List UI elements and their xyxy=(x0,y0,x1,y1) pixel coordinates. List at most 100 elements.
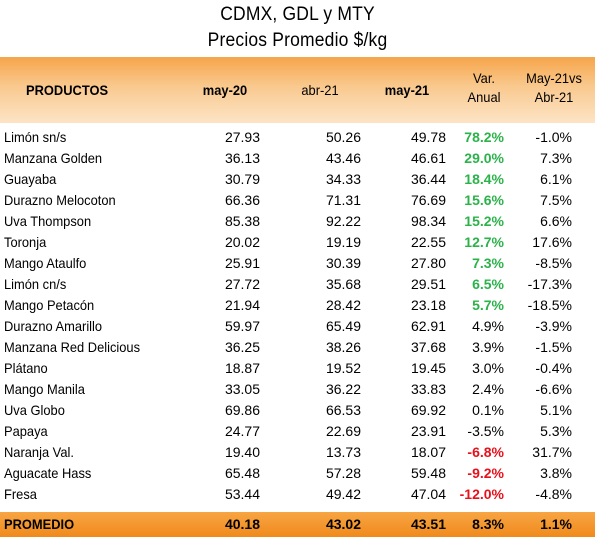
price-may21: 47.04 xyxy=(410,486,446,502)
price-may21: 29.51 xyxy=(410,276,446,292)
product-name: Toronja xyxy=(4,234,47,250)
product-name: Manzana Golden xyxy=(4,150,103,166)
monthly-variation: -18.5% xyxy=(527,297,572,313)
monthly-variation: -1.5% xyxy=(535,339,572,355)
table-row: Plátano 18.87 19.52 19.45 3.0% -0.4% xyxy=(0,358,595,379)
price-may21: 22.55 xyxy=(410,234,446,250)
price-may21: 76.69 xyxy=(410,192,446,208)
price-may20: 27.72 xyxy=(224,276,260,292)
product-name: Aguacate Hass xyxy=(4,465,92,481)
price-may21: 19.45 xyxy=(410,360,446,376)
price-may21: 37.68 xyxy=(410,339,446,355)
annual-variation: 2.4% xyxy=(472,381,504,397)
total-name: PROMEDIO xyxy=(4,516,75,532)
product-name: Plátano xyxy=(4,360,48,376)
monthly-variation: 6.1% xyxy=(540,171,572,187)
annual-variation: 15.2% xyxy=(464,213,504,229)
price-abr21: 71.31 xyxy=(325,192,361,208)
monthly-variation: -4.8% xyxy=(535,486,572,502)
header-may20: may-20 xyxy=(202,82,248,98)
annual-variation: 18.4% xyxy=(464,171,504,187)
product-name: Papaya xyxy=(4,423,48,439)
header-may21: may-21 xyxy=(384,82,430,98)
table-row: Limón sn/s 27.93 50.26 49.78 78.2% -1.0% xyxy=(0,127,595,148)
product-name: Limón cn/s xyxy=(4,276,67,292)
table-row: Uva Thompson 85.38 92.22 98.34 15.2% 6.6% xyxy=(0,211,595,232)
annual-variation: 0.1% xyxy=(472,402,504,418)
product-name: Mango Ataulfo xyxy=(4,255,87,271)
header-abr21: abr-21 xyxy=(301,82,339,98)
price-abr21: 13.73 xyxy=(325,444,361,460)
product-name: Durazno Melocoton xyxy=(4,192,116,208)
annual-variation: -9.2% xyxy=(467,465,504,481)
price-abr21: 65.49 xyxy=(325,318,361,334)
price-abr21: 43.46 xyxy=(325,150,361,166)
table-title: CDMX, GDL y MTY xyxy=(220,4,375,25)
annual-variation: 6.5% xyxy=(472,276,504,292)
header-var-line2: Anual xyxy=(467,89,501,105)
price-abr21: 28.42 xyxy=(325,297,361,313)
annual-variation: -6.8% xyxy=(467,444,504,460)
total-abr21: 43.02 xyxy=(325,516,361,532)
price-may21: 23.91 xyxy=(410,423,446,439)
price-abr21: 57.28 xyxy=(325,465,361,481)
product-name: Fresa xyxy=(4,486,37,502)
price-may21: 49.78 xyxy=(410,129,446,145)
price-may20: 24.77 xyxy=(224,423,260,439)
annual-variation: 29.0% xyxy=(464,150,504,166)
header-products: PRODUCTOS xyxy=(26,82,109,98)
annual-variation: -12.0% xyxy=(459,486,504,502)
price-may20: 69.86 xyxy=(224,402,260,418)
product-name: Naranja Val. xyxy=(4,444,74,460)
price-may20: 30.79 xyxy=(224,171,260,187)
table-row: Aguacate Hass 65.48 57.28 59.48 -9.2% 3.8% xyxy=(0,463,595,484)
annual-variation: -3.5% xyxy=(467,423,504,439)
annual-variation: 3.9% xyxy=(472,339,504,355)
annual-variation: 15.6% xyxy=(464,192,504,208)
price-abr21: 36.22 xyxy=(325,381,361,397)
price-may21: 18.07 xyxy=(410,444,446,460)
monthly-variation: -3.9% xyxy=(535,318,572,334)
product-name: Manzana Red Delicious xyxy=(4,339,141,355)
product-name: Uva Thompson xyxy=(4,213,92,229)
table-row: Durazno Amarillo 59.97 65.49 62.91 4.9% -3.9% xyxy=(0,316,595,337)
price-may20: 65.48 xyxy=(224,465,260,481)
price-may21: 33.83 xyxy=(410,381,446,397)
product-name: Mango Manila xyxy=(4,381,85,397)
table-row: Manzana Golden 36.13 43.46 46.61 29.0% 7.3% xyxy=(0,148,595,169)
price-may20: 18.87 xyxy=(224,360,260,376)
price-abr21: 19.52 xyxy=(325,360,361,376)
price-abr21: 38.26 xyxy=(325,339,361,355)
table-row: Limón cn/s 27.72 35.68 29.51 6.5% -17.3% xyxy=(0,274,595,295)
monthly-variation: -0.4% xyxy=(535,360,572,376)
total-may20: 40.18 xyxy=(224,516,260,532)
table-row: Papaya 24.77 22.69 23.91 -3.5% 5.3% xyxy=(0,421,595,442)
monthly-variation: 5.3% xyxy=(540,423,572,439)
header-mom-line1: May-21vs xyxy=(526,70,582,86)
price-may21: 69.92 xyxy=(410,402,446,418)
total-mom: 1.1% xyxy=(540,516,572,532)
table-row: Manzana Red Delicious 36.25 38.26 37.68 3.9%… xyxy=(0,337,595,358)
monthly-variation: -6.6% xyxy=(535,381,572,397)
price-abr21: 92.22 xyxy=(325,213,361,229)
price-may20: 53.44 xyxy=(224,486,260,502)
price-may20: 33.05 xyxy=(224,381,260,397)
price-abr21: 22.69 xyxy=(325,423,361,439)
product-name: Durazno Amarillo xyxy=(4,318,103,334)
table-header: PRODUCTOS may-20 abr-21 may-21 Var. Anua… xyxy=(0,57,595,123)
table-row: Mango Ataulfo 25.91 30.39 27.80 7.3% -8.5% xyxy=(0,253,595,274)
monthly-variation: 3.8% xyxy=(540,465,572,481)
monthly-variation: 6.6% xyxy=(540,213,572,229)
monthly-variation: 5.1% xyxy=(540,402,572,418)
annual-variation: 5.7% xyxy=(472,297,504,313)
table-row: Fresa 53.44 49.42 47.04 -12.0% -4.8% xyxy=(0,484,595,505)
monthly-variation: 17.6% xyxy=(532,234,572,250)
price-may20: 27.93 xyxy=(224,129,260,145)
price-abr21: 66.53 xyxy=(325,402,361,418)
price-may20: 21.94 xyxy=(224,297,260,313)
table-row: Guayaba 30.79 34.33 36.44 18.4% 6.1% xyxy=(0,169,595,190)
monthly-variation: 31.7% xyxy=(532,444,572,460)
price-may20: 25.91 xyxy=(224,255,260,271)
price-may21: 62.91 xyxy=(410,318,446,334)
price-may20: 59.97 xyxy=(224,318,260,334)
